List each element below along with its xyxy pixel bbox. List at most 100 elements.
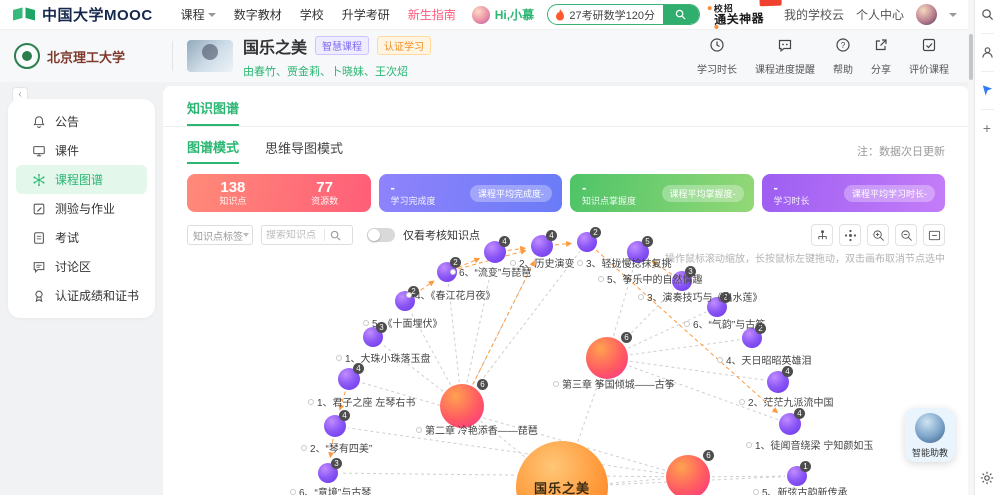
graph-node-simei[interactable]: 4: [324, 410, 350, 437]
graph-node-label-qiyun[interactable]: 6、“气韵”与古筝: [684, 316, 765, 331]
menu-item-1[interactable]: 数字教材: [234, 6, 282, 23]
graph-node-label-mangmang[interactable]: 2、茫茫九派流中国: [739, 394, 834, 409]
action-share[interactable]: 分享: [871, 37, 891, 76]
node-label-text: 1、大珠小珠落玉盘: [345, 354, 431, 365]
graph-node-label-tianri[interactable]: 4、天日昭昭英雄泪: [717, 352, 812, 367]
exam-points-toggle[interactable]: [367, 228, 395, 242]
graph-node-label-tuwen[interactable]: 1、徒闻音绕梁 宁知颜如玉: [746, 437, 873, 452]
campus-recruit-banner[interactable]: 校招 通关神器: [707, 0, 782, 29]
graph-edge-orange: [457, 257, 481, 268]
menu-item-3[interactable]: 升学考研: [342, 6, 390, 23]
graph-node-xinxian[interactable]: 1: [787, 461, 811, 486]
navbar-user[interactable]: Hi,小慕: [471, 5, 534, 24]
menu-item-4[interactable]: 新生指南: [408, 6, 456, 23]
course-thumbnail[interactable]: [187, 40, 233, 72]
graph-node-zhengle[interactable]: 5: [627, 236, 653, 263]
graph-node-yanzou[interactable]: 3: [672, 266, 696, 291]
graph-node-qinglong[interactable]: 2: [577, 227, 601, 252]
sidebar-item-cert[interactable]: 认证成绩和证书: [16, 281, 147, 310]
rail-user-icon[interactable]: [981, 46, 994, 59]
user-avatar[interactable]: [916, 4, 937, 25]
graph-node-label-hist[interactable]: 2、历史演变: [510, 255, 575, 270]
graph-node-label-dazhu[interactable]: 1、大珠小珠落玉盘: [336, 350, 431, 365]
menu-item-2[interactable]: 学校: [300, 6, 324, 23]
graph-node-ch1[interactable]: 6: [666, 450, 714, 495]
graph-node-label-simei[interactable]: 2、“琴有四美”: [301, 440, 372, 455]
action-progress[interactable]: 课程进度提醒: [755, 37, 815, 76]
graph-node-mangmang[interactable]: 4: [767, 366, 793, 393]
graph-node-label-junzi[interactable]: 1、君子之座 左琴右书: [308, 394, 415, 409]
rail-search-icon[interactable]: [981, 8, 994, 21]
graph-node-label-yanzou[interactable]: 3、演奏技巧与《出水莲》: [638, 289, 763, 304]
graph-node-label-chunjiang[interactable]: 4、《春江花月夜》: [406, 287, 496, 302]
menu-item-0[interactable]: 课程: [181, 6, 216, 23]
node-label-text: 1、君子之座 左琴右书: [317, 398, 416, 409]
search-button[interactable]: [662, 5, 699, 24]
divider: [980, 33, 994, 34]
graph-node-chunjiang[interactable]: 2: [437, 257, 461, 282]
graph-node-label-liubian[interactable]: 6、“流变”与琵琶: [450, 264, 531, 279]
tab-graph-mode[interactable]: 图谱模式: [187, 137, 240, 164]
avatar-caret-icon[interactable]: [949, 12, 957, 17]
cert-study-badge[interactable]: 认证学习: [377, 36, 432, 55]
rail-add-icon[interactable]: +: [982, 120, 992, 136]
graph-node-tuwen[interactable]: 4: [779, 408, 805, 435]
zoom-out-button[interactable]: [895, 224, 917, 246]
graph-node-yijing[interactable]: 3: [318, 458, 342, 483]
graph-node-ch2[interactable]: 6: [440, 379, 488, 428]
node-select-ring-icon: [598, 275, 604, 282]
knowledge-graph-canvas[interactable]: 4 2、历史演变 2 3、轻拢慢捻抹复挑 4 6、“流变”与琵琶 5 5、筝乐中的自然情趣 2 4…: [163, 227, 969, 495]
knowledge-search-input[interactable]: [262, 229, 324, 241]
rail-settings-gear-icon[interactable]: [980, 471, 994, 485]
chevron-down-icon: [243, 233, 249, 237]
graph-node-label-shimian[interactable]: 5、《十面埋伏》: [363, 315, 443, 330]
graph-node-tianri[interactable]: 2: [742, 323, 766, 348]
graph-node-label-xinxian[interactable]: 5、新弦古韵新传承: [753, 484, 848, 495]
node-resource-badge: 6: [703, 450, 714, 461]
graph-tabs: 图谱模式 思维导图模式 注：数据次日更新: [163, 127, 969, 164]
tab-mindmap-mode[interactable]: 思维导图模式: [265, 141, 344, 156]
action-clock[interactable]: 学习时长: [697, 37, 737, 76]
graph-node-label-ch2[interactable]: 第二章 冷艳添香——琵琶: [416, 422, 538, 437]
search-icon[interactable]: [325, 230, 346, 241]
node-select-ring-icon: [301, 444, 307, 451]
action-help[interactable]: ? 帮助: [833, 37, 853, 76]
link-personal-center[interactable]: 个人中心: [855, 8, 904, 22]
navbar-search[interactable]: 27考研数学120分: [547, 4, 700, 25]
graph-node-qiyun[interactable]: 2: [707, 292, 731, 317]
knowledge-tag-select[interactable]: 知识点标签: [187, 225, 253, 245]
zoom-in-button[interactable]: [867, 224, 889, 246]
link-school-cloud[interactable]: 我的学校云: [783, 8, 844, 22]
university-block[interactable]: 北京理工大学: [14, 43, 170, 69]
graph-node-ch3[interactable]: 6: [586, 332, 632, 379]
layout-radial-button[interactable]: [839, 224, 861, 246]
sidebar-item-forum[interactable]: 讨论区: [16, 252, 147, 281]
sidebar-item-exam[interactable]: 考试: [16, 223, 147, 252]
layout-tree-button[interactable]: [811, 224, 833, 246]
graph-node-center[interactable]: 国乐之美: [516, 441, 608, 495]
scrollbar-thumb[interactable]: [969, 34, 973, 80]
sidebar-item-quiz[interactable]: 测验与作业: [16, 194, 147, 223]
action-rate[interactable]: 评价课程: [909, 37, 949, 76]
rail-flag-icon[interactable]: [981, 84, 994, 97]
sidebar-item-bell[interactable]: 公告: [16, 107, 147, 136]
sidebar-item-screen[interactable]: 课件: [16, 136, 147, 165]
node-resource-badge: 2: [590, 227, 601, 238]
knowledge-search[interactable]: [261, 225, 353, 245]
site-logo[interactable]: 中国大学MOOC: [12, 4, 153, 25]
node-resource-badge: 6: [477, 379, 488, 390]
sidebar-item-graph[interactable]: 课程图谱: [16, 165, 147, 194]
page-scrollbar[interactable]: [968, 0, 974, 495]
graph-node-label-qinglong[interactable]: 3、轻拢慢捻抹复挑: [577, 255, 672, 270]
screen-icon: [32, 144, 46, 158]
graph-node-label-zhengle[interactable]: 5、筝乐中的自然情趣: [598, 271, 703, 286]
graph-node-label-ch3[interactable]: 第三章 筝国倾城——古筝: [553, 376, 675, 391]
node-resource-badge: 2: [720, 292, 731, 303]
graph-node-dazhu[interactable]: 3: [363, 322, 387, 347]
graph-node-hist[interactable]: 4: [531, 230, 557, 257]
graph-node-junzi[interactable]: 4: [338, 363, 364, 390]
ai-assistant-widget[interactable]: 智能助教: [905, 408, 955, 462]
fit-view-button[interactable]: [923, 224, 945, 246]
graph-node-label-yijing[interactable]: 6、“意境”与古琴: [290, 484, 371, 495]
graph-node-liubian[interactable]: 4: [484, 236, 510, 263]
